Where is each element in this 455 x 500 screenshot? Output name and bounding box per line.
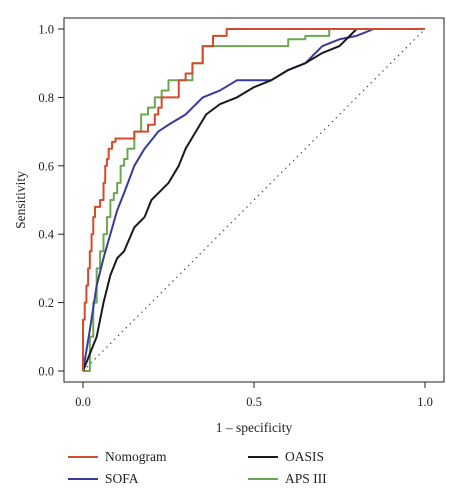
series-line-nomogram [82,28,425,371]
y-tick-label: 0.6 [38,159,54,173]
legend: Nomogram SOFA OASIS APS III [68,449,327,486]
x-tick-label: 0.0 [75,395,91,409]
y-tick-label: 0.8 [38,91,54,105]
series-line-sofa [82,28,425,372]
x-tick-label: 0.5 [246,395,262,409]
x-tick-label: 1.0 [417,395,433,409]
y-tick-label: 0.4 [38,228,54,242]
legend-label-sofa: SOFA [105,471,139,486]
legend-label-oasis: OASIS [285,449,324,464]
legend-label-nomogram: Nomogram [105,449,167,464]
y-tick-label: 1.0 [38,23,54,37]
y-axis-label: Sensitivity [13,171,28,229]
legend-label-aps-iii: APS III [285,471,327,486]
y-tick-label: 0.0 [38,365,54,379]
series-line-oasis [82,28,425,372]
y-tick-label: 0.2 [38,296,54,310]
plot-area: 0.0 0.5 1.0 0.0 0.2 0.4 0.6 0.8 1.0 [38,17,445,409]
x-axis-label: 1 – specificity [216,420,293,435]
